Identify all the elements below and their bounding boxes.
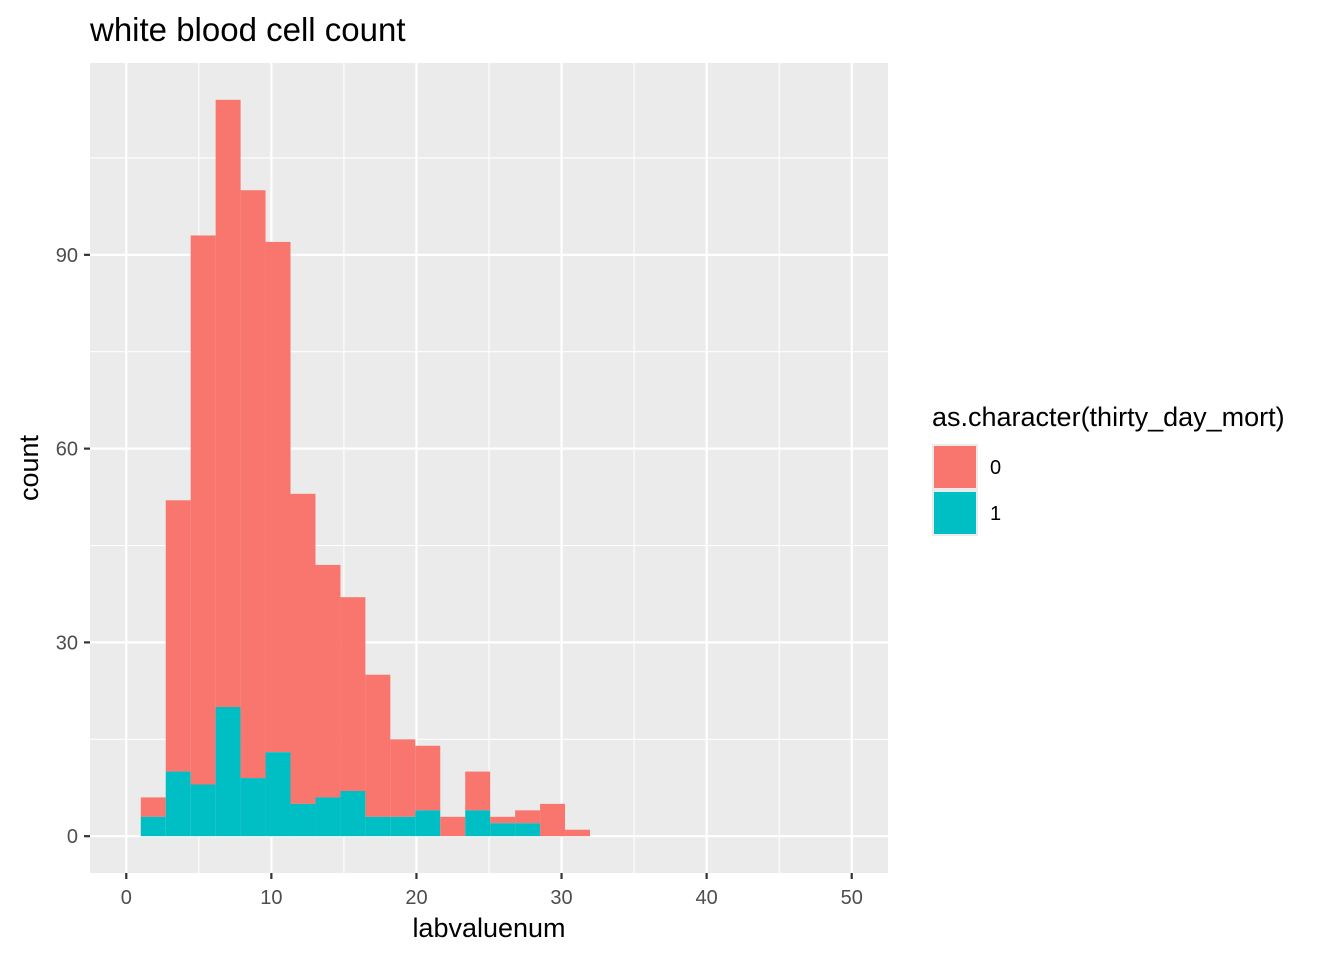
bar-segment-series-0 xyxy=(465,771,491,811)
bars xyxy=(140,99,590,837)
bar-segment-series-1 xyxy=(165,771,191,837)
y-tick-label: 0 xyxy=(67,826,78,848)
bar-segment-series-0 xyxy=(365,674,391,817)
x-tick-label: 50 xyxy=(841,887,863,909)
x-axis-title: labvaluenum xyxy=(412,913,565,943)
legend-title: as.character(thirty_day_mort) xyxy=(932,402,1285,432)
legend-label: 1 xyxy=(990,503,1001,525)
bar-segment-series-1 xyxy=(265,752,291,837)
bar-segment-series-1 xyxy=(515,823,541,837)
bar-segment-series-0 xyxy=(290,493,316,804)
bar-segment-series-0 xyxy=(190,235,216,785)
bar-segment-series-0 xyxy=(340,597,366,791)
bar-segment-series-1 xyxy=(290,803,316,837)
bar-segment-series-0 xyxy=(265,241,291,753)
legend-label: 0 xyxy=(990,457,1001,479)
x-tick-label: 10 xyxy=(260,887,282,909)
x-tick-label: 20 xyxy=(405,887,427,909)
bar-segment-series-1 xyxy=(315,797,341,837)
bar-segment-series-0 xyxy=(215,99,241,707)
bar-segment-series-1 xyxy=(465,810,491,837)
y-axis-title: count xyxy=(14,434,44,501)
bar-segment-series-0 xyxy=(140,797,166,817)
bar-segment-series-0 xyxy=(240,190,266,779)
bar-segment-series-0 xyxy=(565,829,590,837)
bar-segment-series-1 xyxy=(365,816,391,837)
bar-segment-series-1 xyxy=(340,790,366,837)
x-tick-label: 30 xyxy=(550,887,572,909)
legend-key-swatch xyxy=(934,492,976,534)
y-tick-label: 30 xyxy=(56,632,78,654)
bar-segment-series-1 xyxy=(390,816,416,837)
bar-segment-series-0 xyxy=(440,816,466,837)
x-axis-ticks: 0 10 20 30 40 50 xyxy=(121,873,863,909)
bar-segment-series-1 xyxy=(215,706,241,837)
bar-segment-series-0 xyxy=(540,803,566,837)
x-tick-label: 40 xyxy=(696,887,718,909)
x-tick-label: 0 xyxy=(121,887,132,909)
y-tick-label: 60 xyxy=(56,439,78,461)
bar-segment-series-1 xyxy=(190,784,216,837)
legend-key-swatch xyxy=(934,446,976,488)
y-tick-label: 90 xyxy=(56,245,78,267)
bar-segment-series-0 xyxy=(315,564,341,798)
legend: as.character(thirty_day_mort) 01 xyxy=(932,402,1285,536)
y-axis-ticks: 0 30 60 90 xyxy=(56,245,90,848)
bar-segment-series-0 xyxy=(490,816,516,824)
bar-segment-series-1 xyxy=(490,823,516,837)
bar-segment-series-0 xyxy=(390,739,416,817)
bar-segment-series-0 xyxy=(165,500,191,772)
bar-segment-series-0 xyxy=(515,810,541,824)
bar-segment-series-1 xyxy=(415,810,441,837)
bar-segment-series-1 xyxy=(240,778,266,837)
legend-items: 01 xyxy=(932,444,1001,536)
chart-title: white blood cell count xyxy=(89,11,406,48)
bar-segment-series-0 xyxy=(415,745,441,811)
bar-segment-series-1 xyxy=(140,816,166,837)
